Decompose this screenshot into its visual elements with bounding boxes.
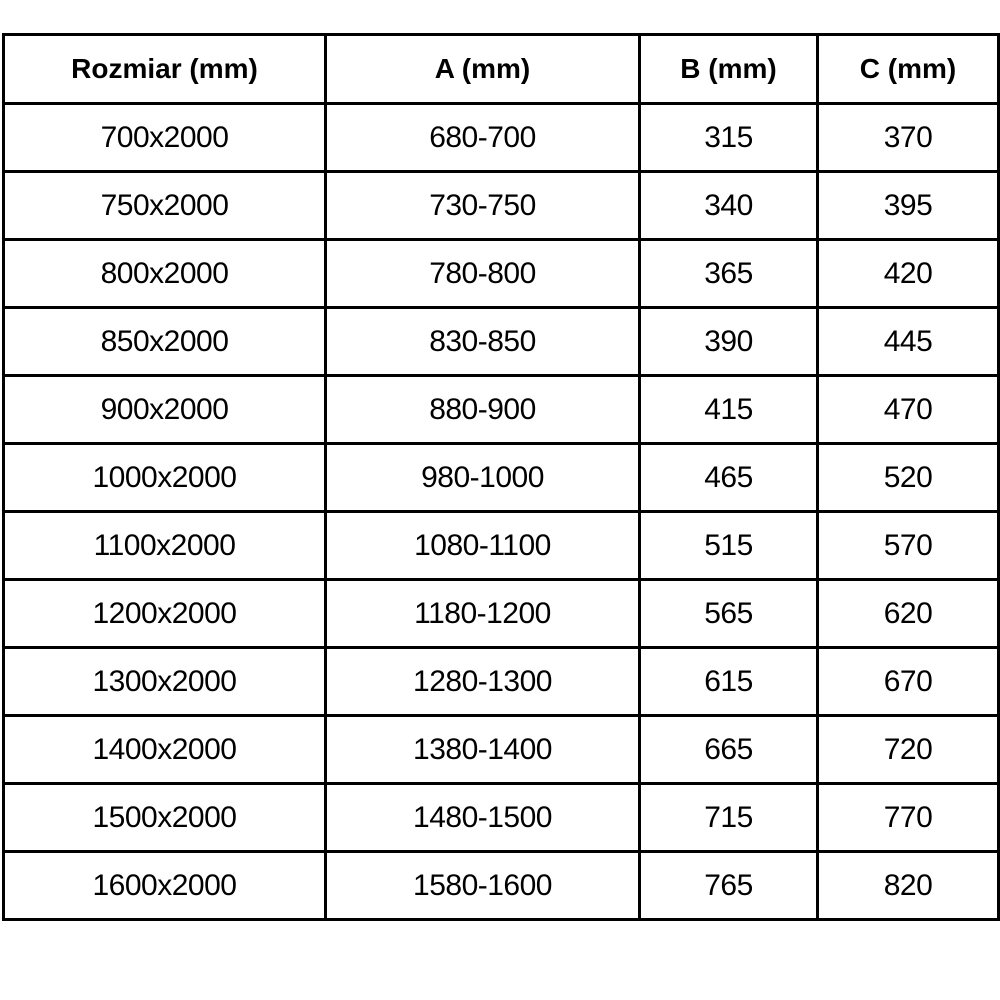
- cell-b: 465: [638, 442, 819, 513]
- cell-rozmiar: 750x2000: [2, 170, 327, 241]
- table-row: 800x2000 780-800 365 420: [2, 238, 1000, 309]
- cell-a: 1180-1200: [324, 578, 641, 649]
- cell-a: 830-850: [324, 306, 641, 377]
- cell-c: 420: [816, 238, 1000, 309]
- cell-b: 515: [638, 510, 819, 581]
- cell-a: 680-700: [324, 102, 641, 173]
- column-header-c: C (mm): [816, 33, 1000, 105]
- header-row: Rozmiar (mm) A (mm) B (mm) C (mm): [2, 33, 1000, 105]
- table-row: 1600x2000 1580-1600 765 820: [2, 850, 1000, 921]
- cell-rozmiar: 1500x2000: [2, 782, 327, 853]
- cell-b: 765: [638, 850, 819, 921]
- cell-c: 370: [816, 102, 1000, 173]
- cell-b: 365: [638, 238, 819, 309]
- cell-c: 670: [816, 646, 1000, 717]
- cell-a: 880-900: [324, 374, 641, 445]
- cell-a: 1480-1500: [324, 782, 641, 853]
- cell-b: 715: [638, 782, 819, 853]
- cell-a: 780-800: [324, 238, 641, 309]
- cell-c: 445: [816, 306, 1000, 377]
- cell-a: 980-1000: [324, 442, 641, 513]
- cell-rozmiar: 800x2000: [2, 238, 327, 309]
- cell-rozmiar: 1100x2000: [2, 510, 327, 581]
- cell-rozmiar: 1300x2000: [2, 646, 327, 717]
- cell-rozmiar: 1400x2000: [2, 714, 327, 785]
- cell-a: 1380-1400: [324, 714, 641, 785]
- cell-rozmiar: 700x2000: [2, 102, 327, 173]
- cell-rozmiar: 850x2000: [2, 306, 327, 377]
- table-row: 1100x2000 1080-1100 515 570: [2, 510, 1000, 581]
- cell-c: 720: [816, 714, 1000, 785]
- table-row: 700x2000 680-700 315 370: [2, 102, 1000, 173]
- table-row: 1000x2000 980-1000 465 520: [2, 442, 1000, 513]
- column-header-rozmiar: Rozmiar (mm): [2, 33, 327, 105]
- cell-b: 615: [638, 646, 819, 717]
- column-header-a: A (mm): [324, 33, 641, 105]
- table-row: 1400x2000 1380-1400 665 720: [2, 714, 1000, 785]
- dimensions-table: Rozmiar (mm) A (mm) B (mm) C (mm) 700x20…: [2, 33, 1000, 921]
- cell-rozmiar: 1000x2000: [2, 442, 327, 513]
- cell-c: 520: [816, 442, 1000, 513]
- table-row: 750x2000 730-750 340 395: [2, 170, 1000, 241]
- cell-rozmiar: 900x2000: [2, 374, 327, 445]
- table-row: 1300x2000 1280-1300 615 670: [2, 646, 1000, 717]
- cell-rozmiar: 1600x2000: [2, 850, 327, 921]
- cell-rozmiar: 1200x2000: [2, 578, 327, 649]
- table-row: 900x2000 880-900 415 470: [2, 374, 1000, 445]
- cell-a: 1580-1600: [324, 850, 641, 921]
- table-row: 1500x2000 1480-1500 715 770: [2, 782, 1000, 853]
- cell-c: 620: [816, 578, 1000, 649]
- column-header-b: B (mm): [638, 33, 819, 105]
- cell-c: 570: [816, 510, 1000, 581]
- cell-b: 390: [638, 306, 819, 377]
- cell-b: 415: [638, 374, 819, 445]
- cell-c: 395: [816, 170, 1000, 241]
- cell-b: 340: [638, 170, 819, 241]
- cell-a: 1280-1300: [324, 646, 641, 717]
- cell-b: 665: [638, 714, 819, 785]
- table-row: 1200x2000 1180-1200 565 620: [2, 578, 1000, 649]
- table-row: 850x2000 830-850 390 445: [2, 306, 1000, 377]
- cell-a: 730-750: [324, 170, 641, 241]
- cell-c: 470: [816, 374, 1000, 445]
- cell-b: 565: [638, 578, 819, 649]
- cell-c: 770: [816, 782, 1000, 853]
- cell-b: 315: [638, 102, 819, 173]
- cell-c: 820: [816, 850, 1000, 921]
- cell-a: 1080-1100: [324, 510, 641, 581]
